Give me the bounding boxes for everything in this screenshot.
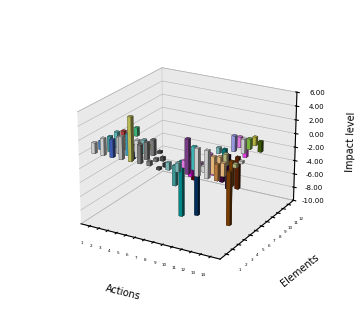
X-axis label: Actions: Actions (105, 283, 142, 301)
Y-axis label: Elements: Elements (279, 252, 321, 289)
